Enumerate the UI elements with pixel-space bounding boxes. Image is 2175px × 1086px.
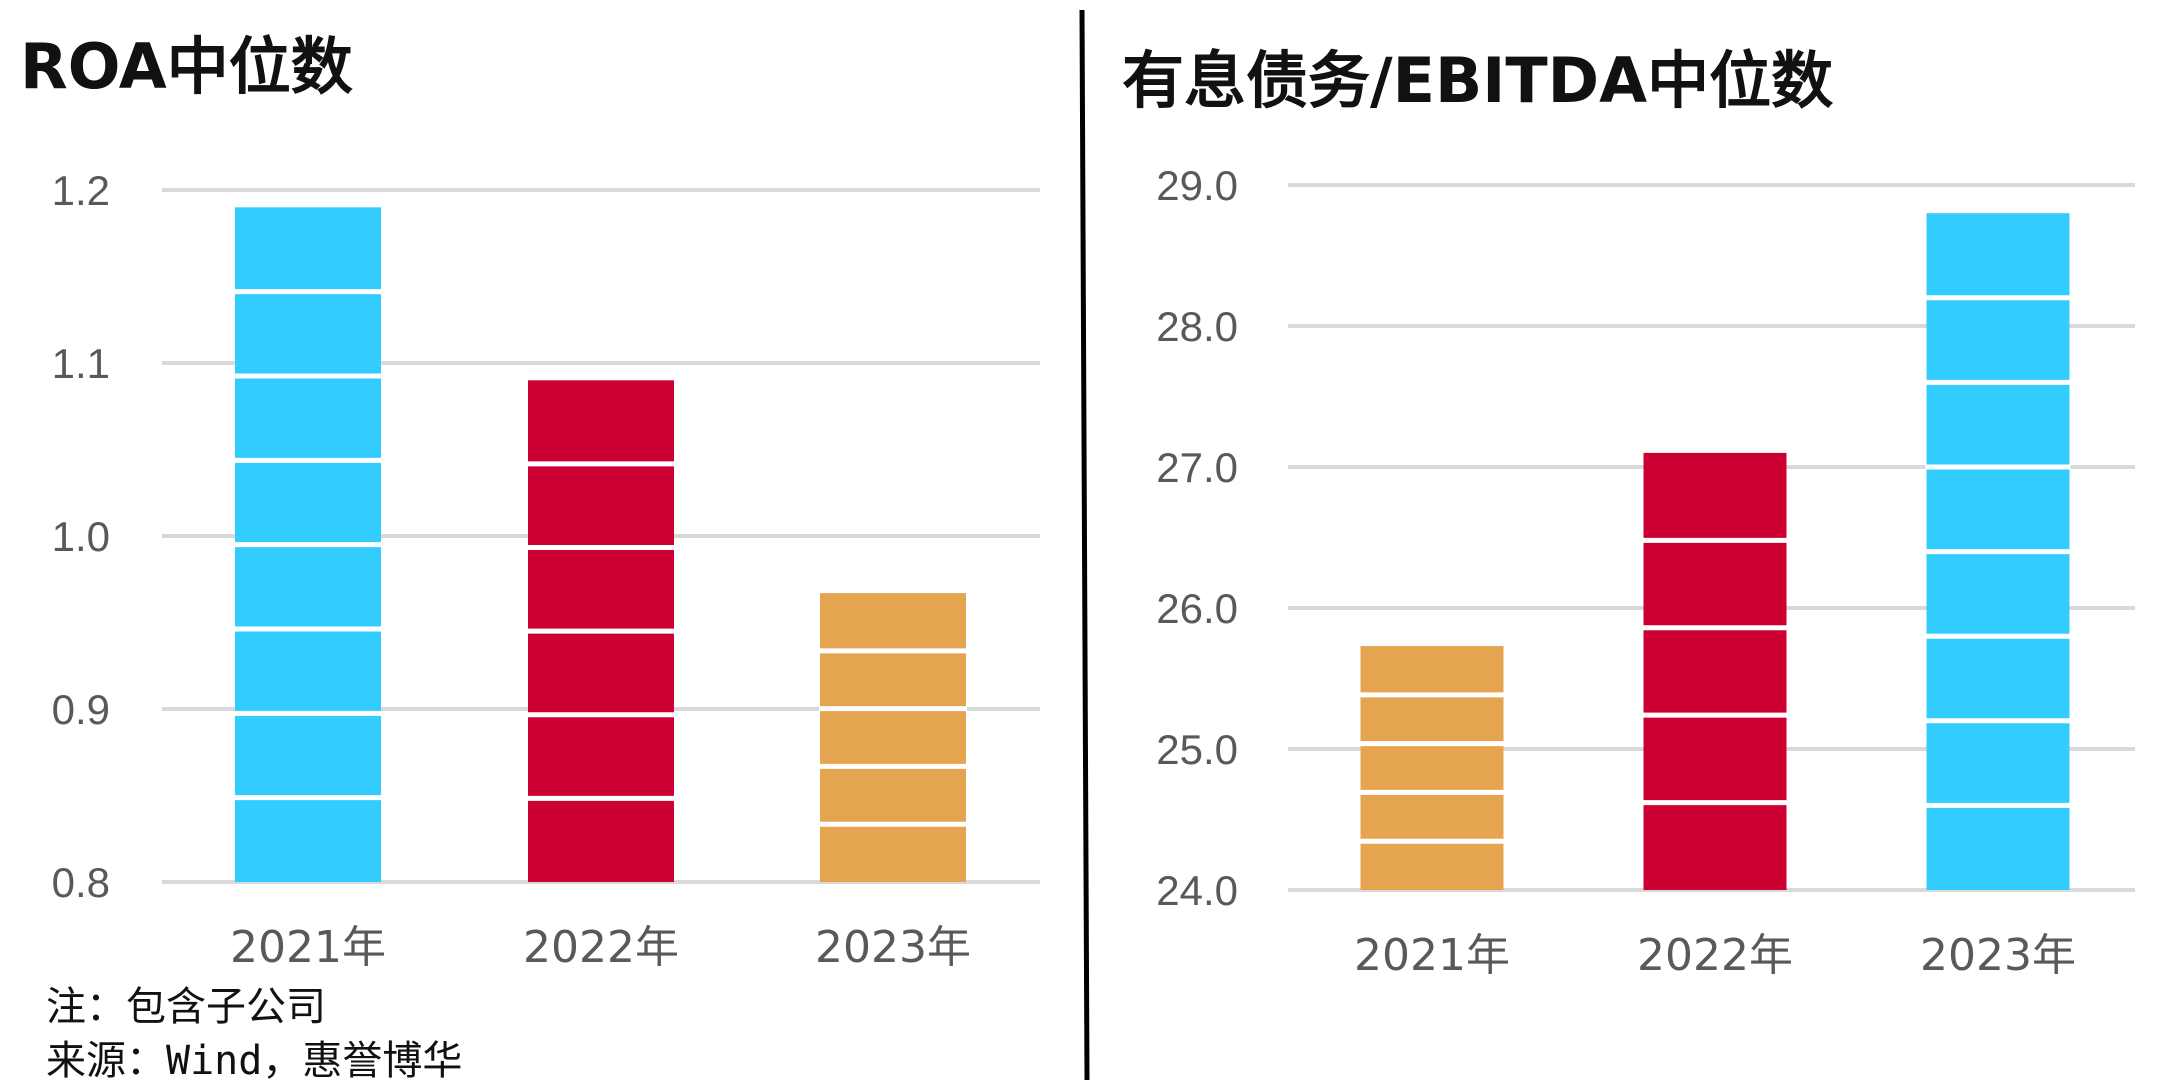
roa-y-tick-label: 1.2 [52,167,110,214]
roa-chart-title: ROA中位数 [20,30,353,103]
debt-ebitda-y-tick-label: 26.0 [1156,585,1238,632]
roa-bars [234,207,967,883]
roa-chart: ROA中位数 0.8 0.9 1.0 1.1 1.2 2021年 2022年 2023年 [20,30,1040,973]
roa-y-tick-label: 1.0 [52,513,110,560]
debt-ebitda-chart-title: 有息债务/EBITDA中位数 [1122,44,1833,117]
footnote: 注：包含子公司 [46,984,326,1030]
roa-category-label: 2021年 [230,922,386,973]
debt-ebitda-bar-2022年 [1643,452,1787,890]
debt-ebitda-y-tick-label: 24.0 [1156,867,1238,914]
roa-category-labels: 2021年 2022年 2023年 [230,922,971,973]
debt-ebitda-category-label: 2021年 [1354,930,1510,981]
roa-y-tick-label: 0.9 [52,686,110,733]
debt-ebitda-y-tick-labels: 24.0 25.0 26.0 27.0 28.0 29.0 [1156,162,1238,914]
debt-ebitda-bar-2021年 [1360,646,1504,890]
debt-ebitda-y-tick-label: 29.0 [1156,162,1238,209]
source-note: 来源：Wind，惠誉博华 [46,1038,462,1084]
debt-ebitda-category-labels: 2021年 2022年 2023年 [1354,930,2076,981]
chart-divider [1079,9,1090,1081]
debt-ebitda-y-tick-label: 27.0 [1156,444,1238,491]
debt-ebitda-category-label: 2023年 [1920,930,2076,981]
roa-category-label: 2022年 [523,922,679,973]
debt-ebitda-category-label: 2022年 [1637,930,1793,981]
roa-category-label: 2023年 [815,922,971,973]
debt-ebitda-y-tick-label: 25.0 [1156,726,1238,773]
roa-y-tick-labels: 0.8 0.9 1.0 1.1 1.2 [52,167,110,906]
roa-bar-2023年 [820,593,966,882]
debt-ebitda-chart: 有息债务/EBITDA中位数 24.025.026.027.028.029.0 … [1122,44,2135,981]
debt-ebitda-y-tick-label: 28.0 [1156,303,1238,350]
debt-ebitda-bars [1359,213,2071,890]
roa-y-tick-label: 1.1 [52,340,110,387]
roa-y-tick-label: 0.8 [52,859,110,906]
